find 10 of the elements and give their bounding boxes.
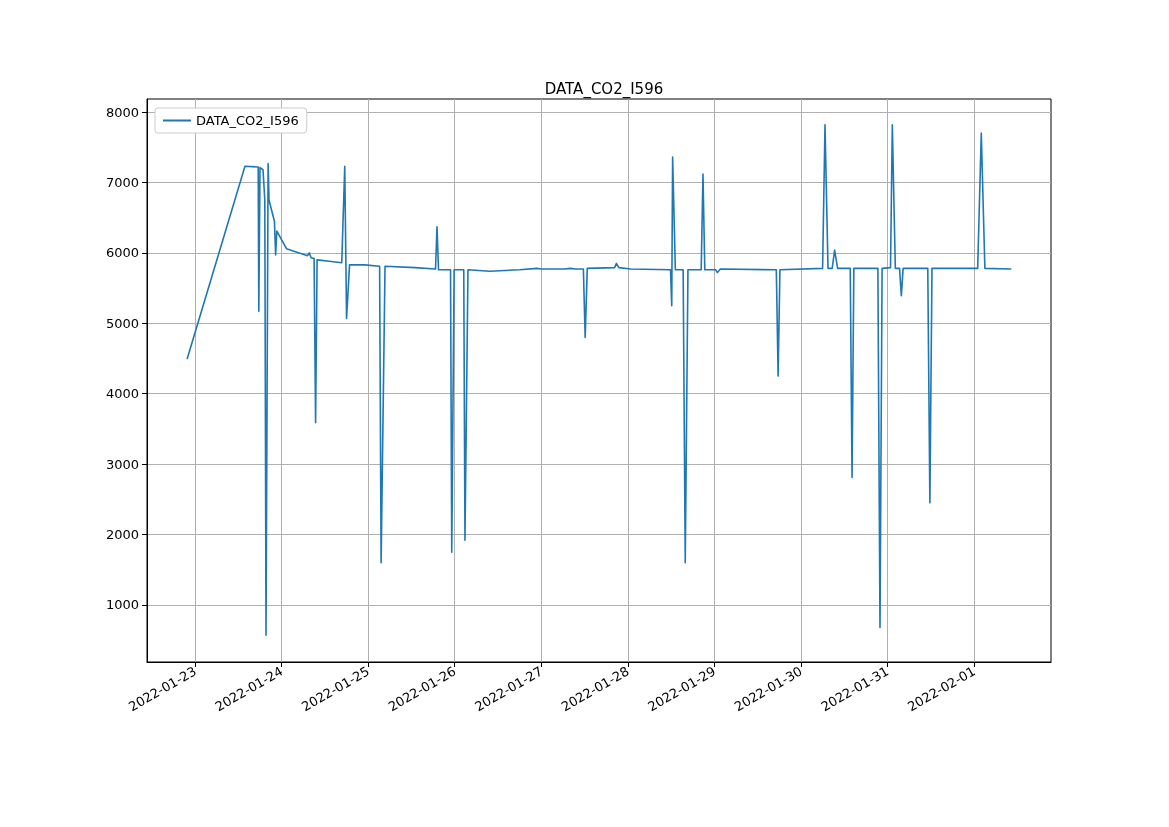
legend-label: DATA_CO2_I596 — [196, 113, 299, 128]
y-tick-label: 8000 — [105, 104, 139, 120]
y-tick-label: 5000 — [105, 315, 139, 331]
y-tick-label: 3000 — [105, 456, 139, 472]
y-tick-label: 4000 — [105, 386, 139, 402]
chart-title: DATA_CO2_I596 — [544, 79, 664, 99]
y-tick-label: 1000 — [105, 597, 139, 613]
y-tick-label: 2000 — [105, 527, 139, 543]
y-tick-label: 7000 — [105, 174, 139, 190]
y-tick-label: 6000 — [105, 245, 139, 261]
